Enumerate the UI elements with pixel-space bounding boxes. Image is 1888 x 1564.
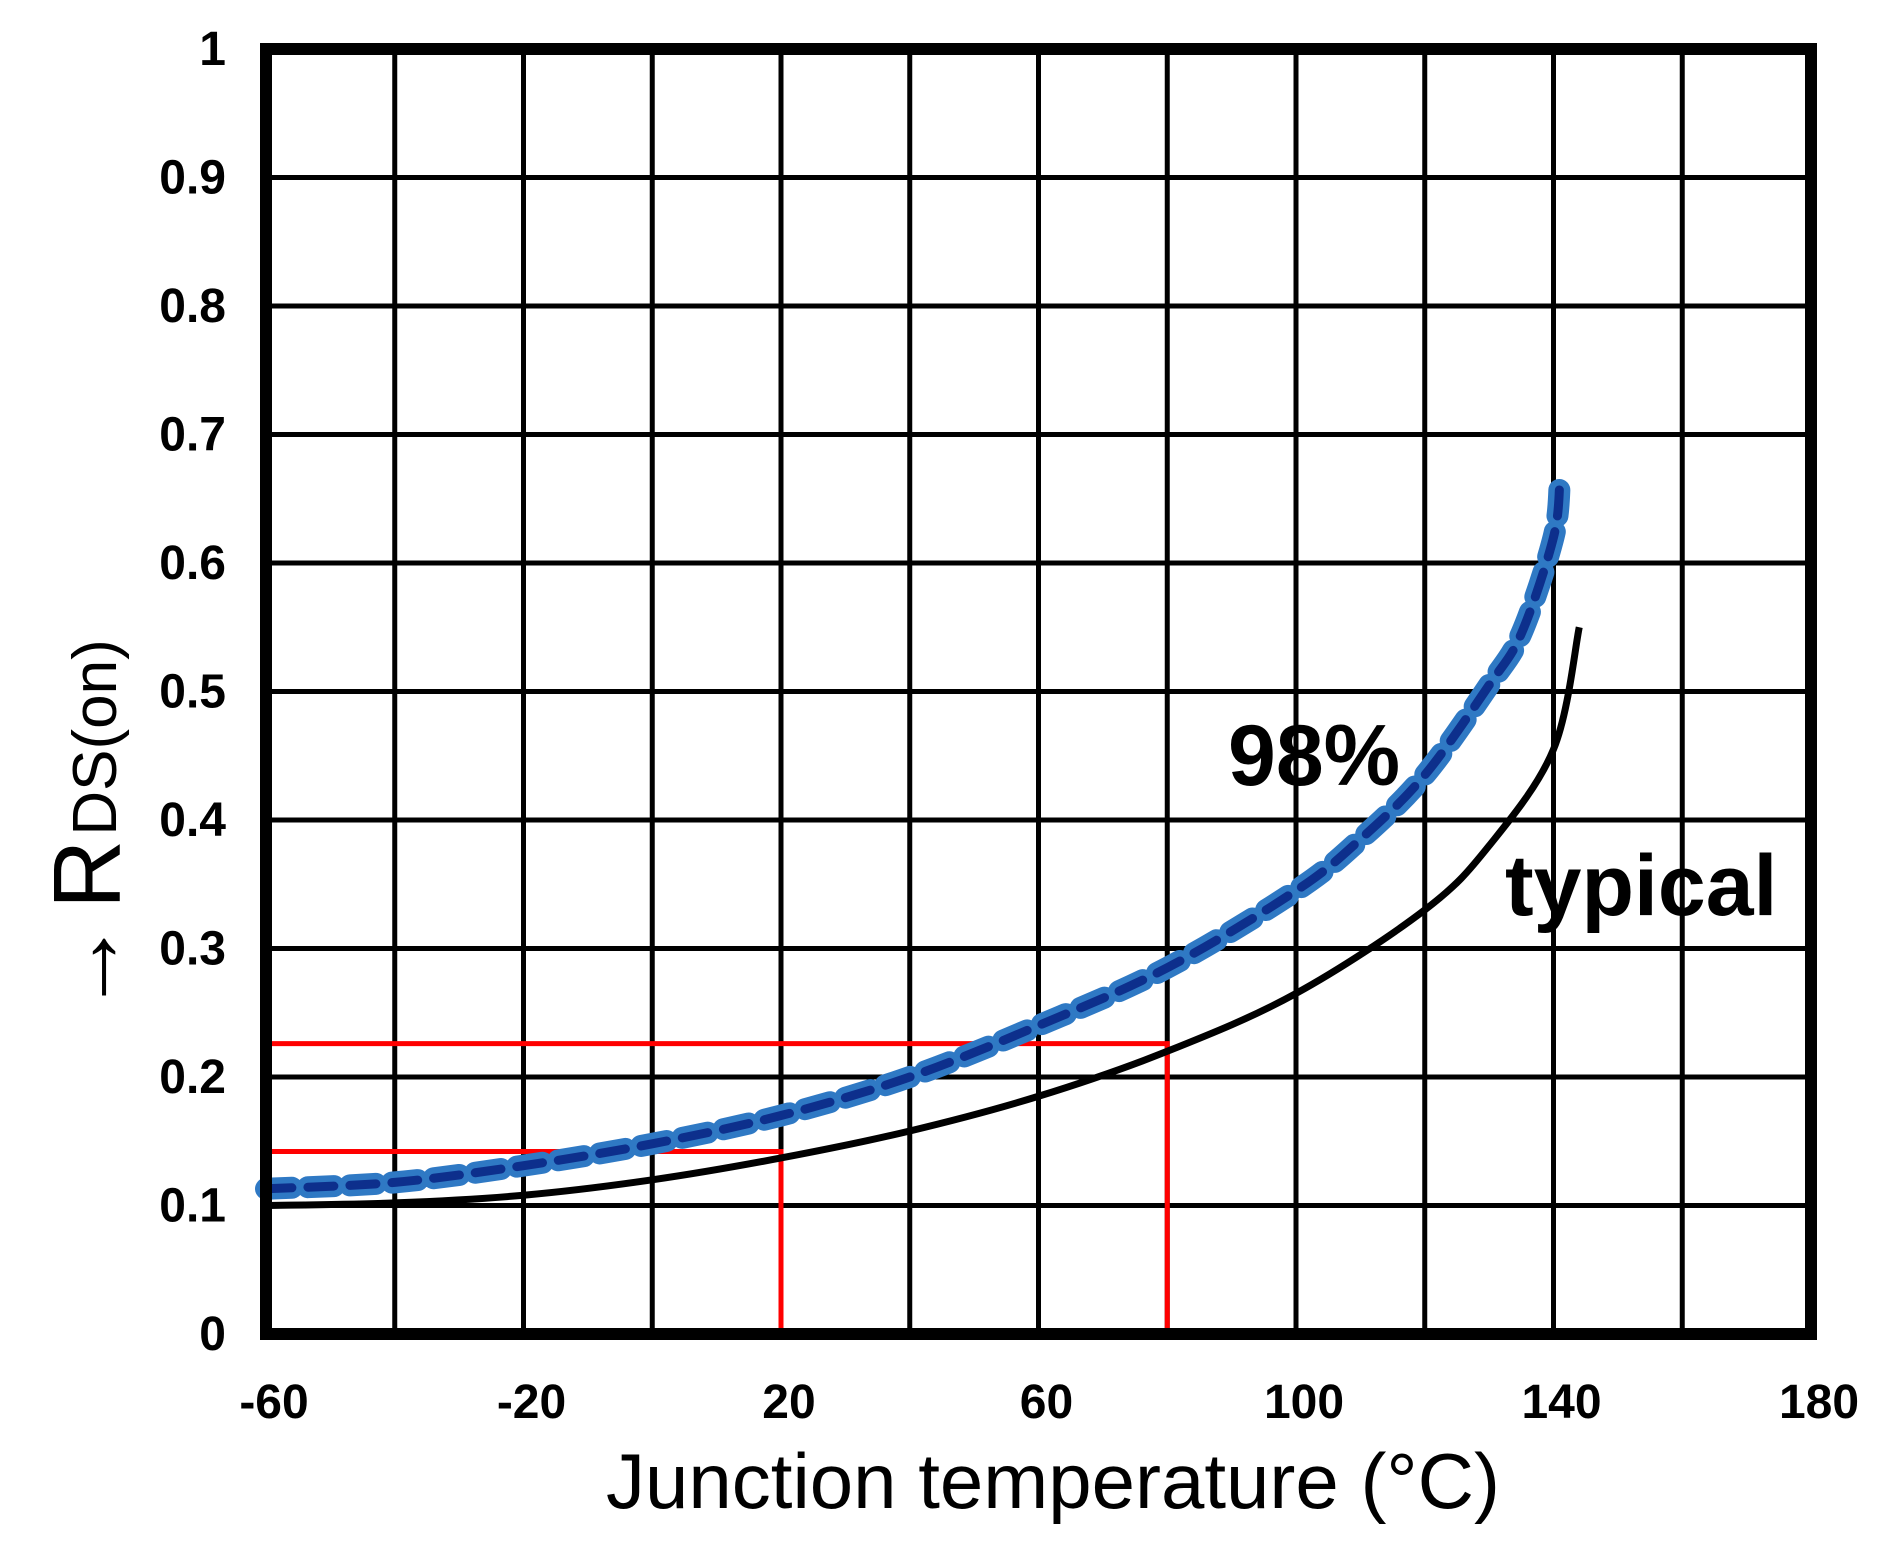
x-tick-label: -60 bbox=[239, 1376, 308, 1429]
x-tick-label: 20 bbox=[762, 1376, 815, 1429]
y-tick-label: 1 bbox=[199, 23, 226, 76]
y-tick-label: 0.2 bbox=[159, 1051, 226, 1104]
x-tick-label: 140 bbox=[1521, 1376, 1601, 1429]
y-tick-label: 0.8 bbox=[159, 280, 226, 333]
x-tick-label: 180 bbox=[1779, 1376, 1859, 1429]
y-tick-label: 0 bbox=[199, 1308, 226, 1361]
reference-line bbox=[266, 1041, 1170, 1334]
y-axis-label: → R DS(on) bbox=[34, 639, 141, 1015]
plot-frame bbox=[260, 43, 1817, 1340]
y-tick-label: 0.4 bbox=[159, 794, 226, 847]
y-tick-label: 0.9 bbox=[159, 152, 226, 205]
series-group bbox=[255, 468, 1583, 1209]
y-tick-label: 0.5 bbox=[159, 666, 226, 719]
y-tick-label: 0.1 bbox=[159, 1180, 226, 1233]
y-tick-label: 0.6 bbox=[159, 537, 226, 590]
x-tick-label: 100 bbox=[1264, 1376, 1344, 1429]
y-axis-label-arrow: → bbox=[34, 919, 141, 1015]
series-label-typical: typical bbox=[1505, 838, 1777, 934]
x-tick-labels: -60 -20 20 60 100 140 180 bbox=[239, 1376, 1859, 1429]
x-axis-label: Junction temperature (°C) bbox=[606, 1437, 1500, 1525]
x-tick-label: -20 bbox=[497, 1376, 566, 1429]
svg-text:→ R DS(on): → R DS(on) bbox=[34, 639, 141, 1015]
grid bbox=[263, 46, 1814, 1337]
series-line-typical bbox=[265, 626, 1583, 1209]
y-tick-label: 0.7 bbox=[159, 409, 226, 462]
series-label-98: 98% bbox=[1228, 708, 1400, 804]
y-tick-label: 0.3 bbox=[159, 923, 226, 976]
x-tick-label: 60 bbox=[1020, 1376, 1073, 1429]
series-line-98 bbox=[261, 474, 1565, 1194]
reference-lines bbox=[266, 1041, 1170, 1334]
reference-line bbox=[266, 1149, 784, 1334]
y-axis-label-main: R bbox=[34, 840, 141, 909]
y-tick-labels: 0 0.1 0.2 0.3 0.4 0.5 0.6 0.7 0.8 0.9 1 bbox=[159, 23, 226, 1361]
y-axis-label-subscript: DS(on) bbox=[61, 639, 130, 835]
